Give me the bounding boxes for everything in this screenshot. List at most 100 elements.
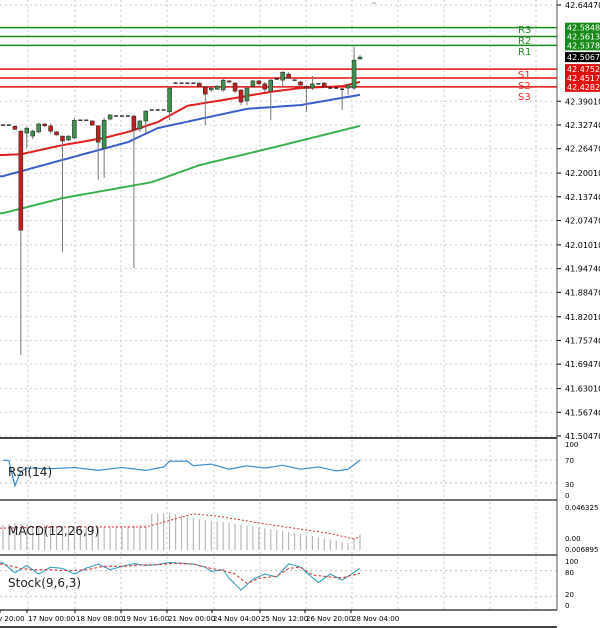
level-price-tag <box>565 81 600 92</box>
candle-body <box>48 125 53 132</box>
candle <box>351 46 357 90</box>
rsi-axis-label: 70 <box>565 457 574 465</box>
candle-body <box>36 123 41 133</box>
price-axis-label: 42.01010 <box>565 241 600 250</box>
time-axis-label: 19 Nov 16:00 <box>122 615 169 623</box>
time-axis-label: v 20:00 <box>0 615 25 623</box>
candle-body <box>256 80 262 85</box>
candle-body <box>60 135 65 142</box>
candle-body <box>66 135 71 141</box>
candle-body <box>357 56 363 60</box>
candle <box>268 78 273 121</box>
level-price-tag <box>565 72 600 83</box>
current-price-label: 42.50678 <box>567 53 600 62</box>
level-name-s3: S3 <box>518 92 531 103</box>
candle-body <box>214 85 220 90</box>
stochastic-signal-line <box>0 562 361 585</box>
price-axis-label: 41.69470 <box>565 360 600 369</box>
moving-average-line <box>0 81 361 156</box>
candle-body <box>286 73 291 79</box>
candle <box>72 117 77 140</box>
time-axis-label: 24 Nov 04:00 <box>213 615 260 623</box>
candle-body <box>244 87 250 102</box>
price-axis-label: 41.94740 <box>565 265 600 274</box>
candle <box>214 85 220 90</box>
candle <box>232 82 238 93</box>
candle-body <box>322 82 327 88</box>
current-price-tag <box>565 52 600 63</box>
candle-body <box>220 79 226 91</box>
stochastic-axis-label: 80 <box>565 569 574 577</box>
candle <box>12 125 18 131</box>
price-axis-label: 42.20010 <box>565 169 600 178</box>
time-axis-label: 28 Nov 04:00 <box>352 615 399 623</box>
level-name-r1: R1 <box>518 47 531 58</box>
level-price-label: 42.53780 <box>567 41 600 50</box>
candle-body <box>42 123 47 127</box>
candle-body <box>30 130 35 137</box>
price-axis-label: 42.39010 <box>565 97 600 106</box>
candle <box>226 80 232 84</box>
candle-body <box>137 120 143 130</box>
time-axis-label: 18 Nov 08:00 <box>76 615 123 623</box>
candle <box>24 127 30 149</box>
candle-body <box>197 82 202 87</box>
level-price-tag <box>565 40 600 51</box>
candle <box>48 123 53 134</box>
candle <box>107 114 113 121</box>
candle-body <box>238 89 244 103</box>
candle <box>286 72 291 79</box>
stochastic-axis-label: 20 <box>565 591 574 599</box>
price-axis-label: 41.50470 <box>565 432 600 441</box>
candle <box>209 86 214 92</box>
moving-average-line <box>0 93 361 178</box>
candle <box>167 86 172 121</box>
price-axis-label: 41.88470 <box>565 288 600 297</box>
level-price-label: 42.47520 <box>567 65 600 74</box>
rsi-title: RSI(14) <box>8 465 52 479</box>
candle-body <box>24 127 30 134</box>
candle-body <box>12 125 18 130</box>
rsi-axis-label: 0 <box>565 492 569 500</box>
candle <box>304 85 309 112</box>
level-price-label: 42.42820 <box>567 83 600 92</box>
candle-body <box>90 120 95 126</box>
price-axis-label: 41.82010 <box>565 313 600 322</box>
candle-body <box>143 110 149 122</box>
time-axis-label: 26 Nov 20:00 <box>306 615 353 623</box>
level-name-s1: S1 <box>518 70 531 81</box>
level-price-tag <box>565 22 600 33</box>
candle-body <box>203 86 208 95</box>
level-price-label: 42.56130 <box>567 33 600 42</box>
candle-body <box>298 81 303 86</box>
candle-body <box>280 71 285 81</box>
candle-body <box>101 119 107 149</box>
candle-body <box>95 125 101 143</box>
candle <box>203 86 208 126</box>
price-axis-label: 41.56740 <box>565 408 600 417</box>
candle <box>244 86 250 106</box>
candle-body <box>18 130 24 231</box>
candle-body <box>310 83 315 89</box>
price-axis-label: 42.64470 <box>565 1 600 10</box>
candle <box>340 88 345 110</box>
price-axis-label: 42.32740 <box>565 121 600 130</box>
time-axis-label: 17 Nov 00:00 <box>28 615 75 623</box>
candle <box>238 89 244 106</box>
candle <box>280 71 285 87</box>
moving-average-line <box>0 124 361 215</box>
grid <box>0 0 557 610</box>
rsi-axis-label: 100 <box>565 441 578 449</box>
candle <box>298 80 303 87</box>
candle <box>66 135 71 141</box>
time-axis-label: 21 Nov 00:00 <box>168 615 215 623</box>
candle <box>322 82 327 89</box>
rsi-axis-label: 30 <box>565 481 574 489</box>
macd-axis-label: 0.046325 <box>565 504 598 512</box>
candle-body <box>351 59 357 89</box>
candle-body <box>107 114 113 120</box>
level-price-label: 42.45170 <box>567 74 600 83</box>
candle <box>173 82 178 84</box>
level-price-tag <box>565 31 600 42</box>
